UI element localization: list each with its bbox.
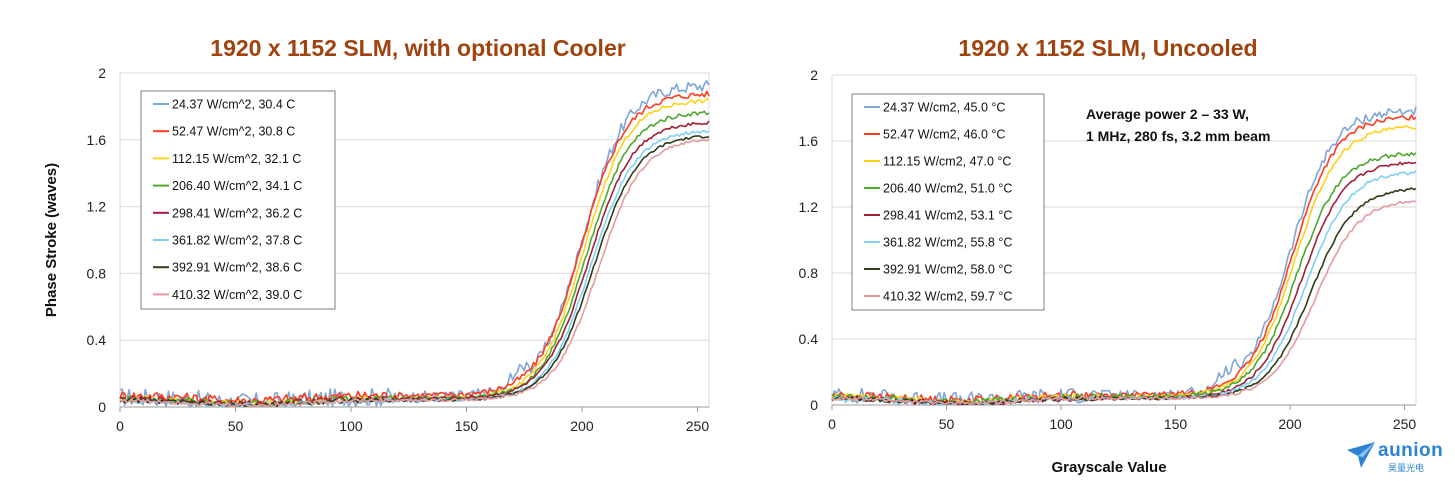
logo-text: aunion [1378,440,1444,461]
x-tick-label: 250 [686,418,710,434]
series-line-5 [119,120,710,407]
legend-entry: 52.47 W/cm^2, 30.8 C [172,125,295,139]
y-tick-label: 2 [98,65,106,81]
y-tick-label: 0.8 [799,265,819,281]
legend-entry: 392.91 W/cm2, 58.0 °C [883,263,1012,277]
annotation-text: Average power 2 – 33 W, [1086,106,1249,122]
legend-entry: 410.32 W/cm^2, 39.0 C [172,288,302,302]
y-tick-label: 1.2 [87,199,107,215]
legend-entry: 24.37 W/cm^2, 30.4 C [172,98,295,112]
x-tick-label: 100 [339,418,363,434]
chart-right: 0 0.4 0.8 1.2 1.6 2 0 50 100 150 200 250 1920 x 1152… [799,35,1417,476]
y-tick-label: 1.6 [87,132,107,148]
legend-box [140,90,336,310]
y-tick-label: 1.2 [799,199,819,215]
legend-entry: 112.15 W/cm^2, 32.1 C [172,152,301,166]
legend-entry: 298.41 W/cm2, 53.1 °C [883,209,1012,223]
x-tick-label: 200 [1278,416,1302,432]
y-tick-label: 1.6 [799,133,819,149]
legend-entry: 52.47 W/cm2, 46.0 °C [883,128,1005,142]
x-axis-label: Grayscale Value [1051,459,1166,476]
series-line-8 [119,138,710,408]
x-tick-label: 0 [116,418,124,434]
y-tick-label: 0.4 [799,331,819,347]
chart-left: 0 0.4 0.8 1.2 1.6 2 0 50 100 150 200 250 1920 x 1152… [43,35,710,434]
x-tick-label: 250 [1393,416,1417,432]
x-tick-label: 0 [828,416,836,432]
x-tick-label: 150 [1164,416,1188,432]
y-tick-label: 0.4 [87,332,107,348]
y-tick-label: 0 [810,397,818,413]
legend-entry: 24.37 W/cm2, 45.0 °C [883,101,1005,115]
y-tick-label: 0.8 [87,265,107,281]
y-tick-label: 0 [98,399,106,415]
legend-entry: 410.32 W/cm2, 59.7 °C [883,290,1012,304]
y-axis-label: Phase Stroke (waves) [43,163,60,317]
x-tick-label: 200 [570,418,594,434]
series-line-2 [831,114,1417,405]
legend-entry: 206.40 W/cm^2, 34.1 C [172,179,302,193]
legend-entry: 361.82 W/cm2, 55.8 °C [883,236,1012,250]
legend-entry: 206.40 W/cm2, 51.0 °C [883,182,1012,196]
y-tick-label: 2 [810,67,818,83]
legend-entry: 392.91 W/cm^2, 38.6 C [172,261,302,275]
x-tick-label: 100 [1049,416,1073,432]
aunion-logo-icon [1347,442,1375,468]
legend-entry: 112.15 W/cm2, 47.0 °C [883,155,1011,169]
chart-title: 1920 x 1152 SLM, Uncooled [958,35,1257,61]
legend-entry: 298.41 W/cm^2, 36.2 C [172,206,302,220]
annotation-text: 1 MHz, 280 fs, 3.2 mm beam [1086,128,1270,144]
x-tick-label: 50 [228,418,244,434]
x-tick-label: 150 [455,418,479,434]
legend-entry: 361.82 W/cm^2, 37.8 C [172,234,302,248]
chart-title: 1920 x 1152 SLM, with optional Cooler [210,35,625,61]
series-line-8 [831,200,1417,406]
x-tick-label: 50 [939,416,955,432]
logo-subtext: 昊量光电 [1388,464,1425,474]
legend-box [851,93,1045,311]
